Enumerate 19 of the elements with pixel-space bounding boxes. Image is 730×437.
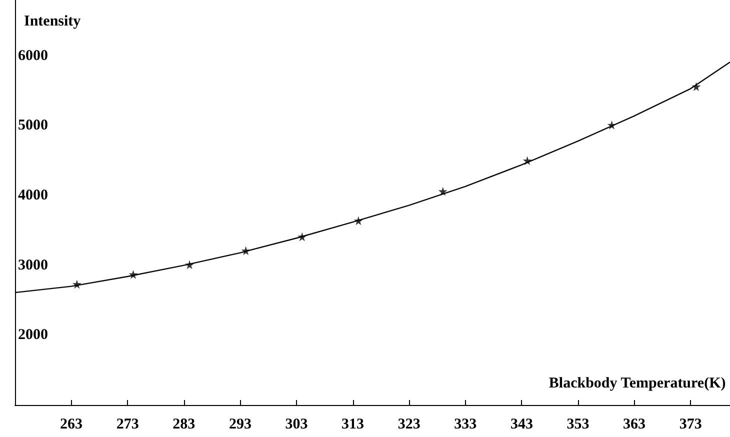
x-tick-label: 333: [454, 416, 477, 432]
x-tick-label: 363: [623, 416, 646, 432]
x-tick-label: 283: [172, 416, 196, 432]
y-tick-label: 4000: [18, 188, 48, 204]
x-tick-label: 303: [285, 416, 308, 432]
x-tick-label: 353: [566, 416, 590, 432]
x-tick-label: 263: [60, 416, 83, 432]
y-tick-label: 6000: [18, 48, 48, 64]
y-tick-label: 5000: [18, 118, 48, 134]
x-tick-label: 323: [398, 416, 420, 432]
y-axis-title: Intensity: [24, 14, 82, 30]
y-tick-label: 3000: [18, 257, 48, 274]
x-tick-label: 373: [679, 416, 702, 432]
x-tick-label: 293: [228, 416, 252, 432]
x-tick-label: 313: [342, 416, 364, 432]
x-tick-label: 273: [116, 416, 139, 432]
y-tick-label: 2000: [18, 327, 48, 344]
x-axis-title: Blackbody Temperature(K): [548, 376, 726, 392]
x-tick-label: 343: [510, 416, 533, 432]
